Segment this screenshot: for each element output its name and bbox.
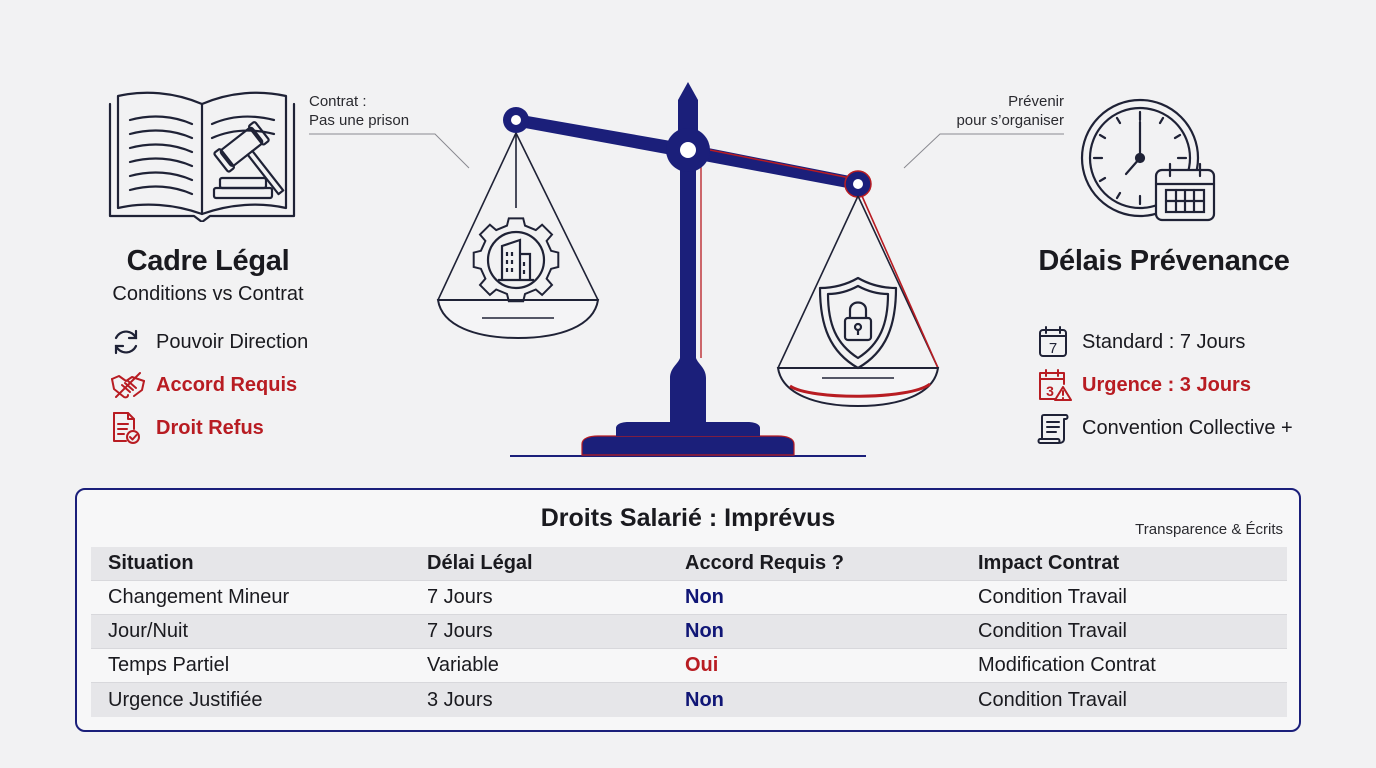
item-label: Pouvoir Direction xyxy=(156,330,309,353)
cell-accord: Oui xyxy=(685,654,719,676)
balance-scale-illustration xyxy=(436,82,940,457)
cell-situation: Temps Partiel xyxy=(108,654,230,676)
cell-accord: Non xyxy=(685,688,724,711)
legal-items-list: Pouvoir Direction Accord Requis Droit Re… xyxy=(110,325,308,445)
legal-book-gavel-icon xyxy=(108,91,296,222)
item-label: Droit Refus xyxy=(156,416,264,439)
contract-callout-line-2: Pas une prison xyxy=(309,112,410,129)
cell-impact: Modification Contrat xyxy=(978,654,1156,676)
item-label: Standard : 7 Jours xyxy=(1082,330,1246,353)
cell-accord: Non xyxy=(685,620,724,642)
rights-table-note: Transparence & Écrits xyxy=(1135,521,1283,538)
item-label: Convention Collective + xyxy=(1082,416,1293,439)
notice-items-list: 7 Standard : 7 Jours 3 Urgence : 3 Jours… xyxy=(1036,325,1293,445)
table-row: Changement Mineur 7 Jours Non Condition … xyxy=(91,581,1287,615)
table-row: Temps Partiel Variable Oui Modification … xyxy=(91,649,1287,683)
notice-callout-line-1: Prévenir xyxy=(1008,93,1064,110)
calendar-badge-7: 7 xyxy=(1049,340,1057,357)
refresh-icon xyxy=(110,325,146,359)
item-label: Urgence : 3 Jours xyxy=(1082,373,1251,396)
item-accord-requis: Accord Requis xyxy=(110,368,308,402)
table-row: Jour/Nuit 7 Jours Non Condition Travail xyxy=(91,615,1287,649)
cell-delai: 7 Jours xyxy=(427,620,493,642)
callout-leader-right xyxy=(903,133,1064,169)
cell-delai: Variable xyxy=(427,654,499,676)
contract-callout: Contrat : Pas une prison xyxy=(309,92,409,130)
item-urgence: 3 Urgence : 3 Jours xyxy=(1036,368,1293,402)
calendar-7-icon: 7 xyxy=(1036,325,1072,359)
col-header-situation: Situation xyxy=(108,552,194,574)
item-standard: 7 Standard : 7 Jours xyxy=(1036,325,1293,359)
table-row: Urgence Justifiée 3 Jours Non Condition … xyxy=(91,683,1287,717)
notice-delay-title: Délais Prévenance xyxy=(1038,245,1290,277)
cell-impact: Condition Travail xyxy=(978,688,1127,711)
contract-callout-line-1: Contrat : xyxy=(309,93,367,110)
cell-situation: Jour/Nuit xyxy=(108,620,189,642)
handshake-icon xyxy=(110,368,146,402)
callout-leader-left xyxy=(309,133,470,169)
item-droit-refus: Droit Refus xyxy=(110,411,308,445)
rights-table-panel: Droits Salarié : Imprévus Transparence &… xyxy=(75,488,1301,732)
clock-calendar-icon xyxy=(1080,98,1216,222)
rights-table-title: Droits Salarié : Imprévus xyxy=(540,504,836,532)
table-header-row: Situation Délai Légal Accord Requis ? Im… xyxy=(91,547,1287,581)
legal-frame-title: Cadre Légal xyxy=(126,245,290,277)
calendar-alert-icon: 3 xyxy=(1036,368,1072,402)
item-convention: Convention Collective + xyxy=(1036,411,1293,445)
document-check-icon xyxy=(110,411,146,445)
cell-accord: Non xyxy=(685,586,724,608)
item-pouvoir-direction: Pouvoir Direction xyxy=(110,325,308,359)
cell-situation: Urgence Justifiée xyxy=(108,688,263,711)
calendar-badge-3: 3 xyxy=(1046,383,1054,399)
cell-delai: 3 Jours xyxy=(427,688,493,711)
col-header-impact: Impact Contrat xyxy=(978,552,1120,574)
scroll-icon xyxy=(1036,411,1072,445)
col-header-delai: Délai Légal xyxy=(427,552,533,574)
cell-impact: Condition Travail xyxy=(978,586,1127,608)
cell-delai: 7 Jours xyxy=(427,586,493,608)
legal-frame-subtitle: Conditions vs Contrat xyxy=(112,283,304,305)
notice-callout: Prévenir pour s’organiser xyxy=(900,92,1064,130)
cell-situation: Changement Mineur xyxy=(108,586,290,608)
item-label: Accord Requis xyxy=(156,373,298,396)
col-header-accord: Accord Requis ? xyxy=(685,552,844,574)
cell-impact: Condition Travail xyxy=(978,620,1127,642)
notice-callout-line-2: pour s’organiser xyxy=(956,112,1064,129)
